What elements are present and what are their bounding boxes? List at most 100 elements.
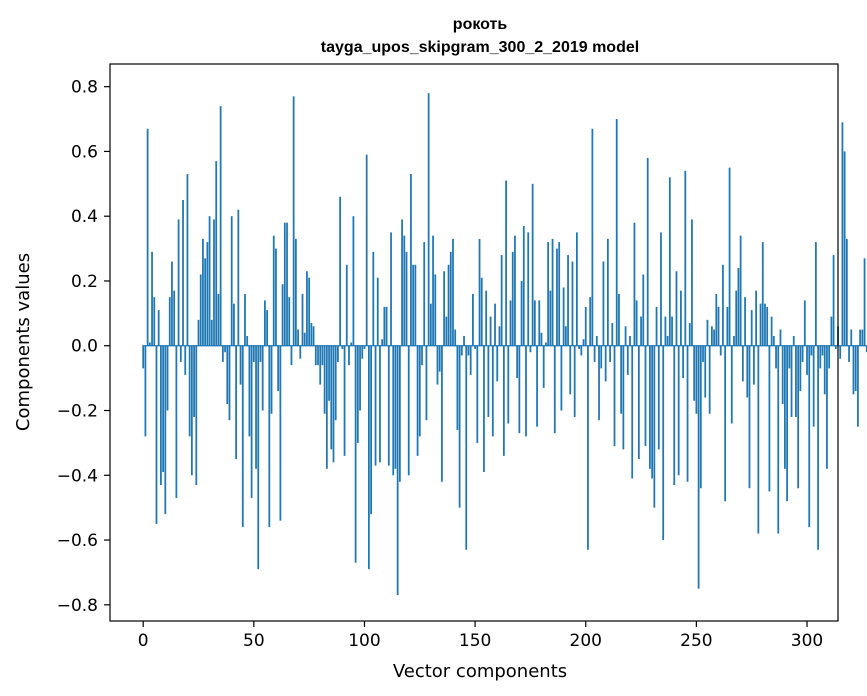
bar-component-234 [660,232,662,346]
bar-component-210 [606,238,609,346]
bar-component-236 [664,316,667,346]
bar-component-190 [562,287,565,346]
bar-component-20 [186,174,189,346]
bar-component-223 [635,300,638,346]
bar-component-91 [343,345,346,456]
bar-component-81 [321,345,324,366]
bar-component-313 [834,345,837,349]
bar-component-189 [560,345,563,411]
bar-component-241 [675,271,678,346]
bar-component-133 [436,345,439,385]
bar-component-38 [226,345,229,405]
bar-component-322 [854,345,857,392]
bar-component-176 [531,183,534,346]
bar-component-52 [257,345,260,570]
bar-component-155 [485,290,488,346]
bar-component-297 [799,345,802,392]
bar-component-283 [768,345,771,492]
bar-component-221 [631,345,634,479]
bar-component-240 [673,345,676,485]
bar-component-26 [199,274,202,346]
bar-component-76 [310,323,313,346]
y-tick-label: 0.8 [71,78,98,98]
bar-component-132 [434,274,437,346]
y-axis-ticks: 0.8 0.6 0.4 0.2 0.0 −0.2 −0.4 −0.6 −0.8 [57,78,110,616]
bar-component-106 [376,277,379,346]
bar-component-217 [622,345,625,450]
bar-component-311 [830,316,833,346]
bar-component-229 [649,345,651,469]
bar-component-127 [423,242,426,346]
y-tick-label: 0.6 [71,142,98,162]
bar-component-196 [576,232,578,346]
bar-component-300 [806,345,808,375]
y-tick-label: −0.2 [57,402,98,422]
bar-component-85 [330,345,333,450]
bar-component-19 [184,345,187,375]
bar-component-118 [403,235,406,346]
bar-component-281 [764,303,766,346]
bar-component-168 [514,235,516,346]
bar-component-68 [292,96,295,346]
x-tick-label: 150 [459,631,491,651]
bar-component-4 [151,251,153,346]
bar-component-53 [259,345,262,362]
bar-component-183 [547,242,550,346]
bar-component-33 [215,161,218,346]
bar-component-62 [279,345,282,521]
bar-component-163 [502,345,505,456]
bar-component-88 [337,345,339,362]
bar-component-113 [392,345,395,476]
bar-component-204 [593,345,596,362]
bar-component-27 [202,238,204,346]
bar-component-137 [445,316,448,346]
bar-component-151 [476,345,479,443]
bar-component-30 [208,216,211,346]
bar-component-228 [646,157,649,346]
bar-component-295 [795,345,797,417]
bar-component-117 [401,219,403,346]
bar-component-154 [483,345,485,473]
bar-component-114 [394,345,397,469]
bar-component-147 [467,345,470,356]
bar-component-288 [779,329,782,346]
bar-component-230 [651,345,654,479]
bar-component-312 [832,255,835,346]
bar-component-315 [839,345,842,359]
bar-component-122 [412,264,415,346]
bar-component-248 [691,219,693,346]
y-tick-label: −0.8 [57,596,98,616]
bar-component-124 [416,345,419,456]
bar-component-167 [511,251,514,346]
bar-component-63 [281,284,284,346]
bar-component-303 [812,345,815,427]
bar-component-258 [713,329,715,346]
bar-component-101 [365,154,368,346]
bar-component-111 [387,345,390,466]
bar-component-34 [217,293,220,346]
bar-component-213 [613,345,616,447]
y-axis-label: Components values [13,253,34,431]
bar-component-3 [148,342,151,346]
bar-component-185 [551,238,554,346]
bar-component-269 [737,268,740,346]
bar-component-169 [516,345,519,379]
bar-component-245 [684,170,687,346]
bar-component-161 [498,326,501,346]
bar-component-54 [261,345,264,411]
bar-component-89 [339,196,342,346]
bar-component-60 [275,248,277,346]
bar-component-40 [230,216,233,346]
bar-component-160 [496,345,499,382]
bar-component-12 [168,297,171,346]
bar-component-112 [390,232,392,346]
bar-component-24 [195,345,198,485]
bar-component-158 [491,345,494,437]
bar-component-10 [164,345,167,515]
bar-component-2 [146,128,149,346]
bar-component-310 [828,345,831,369]
bar-component-1 [144,345,147,437]
bar-component-121 [410,174,412,346]
bar-component-232 [655,306,658,346]
